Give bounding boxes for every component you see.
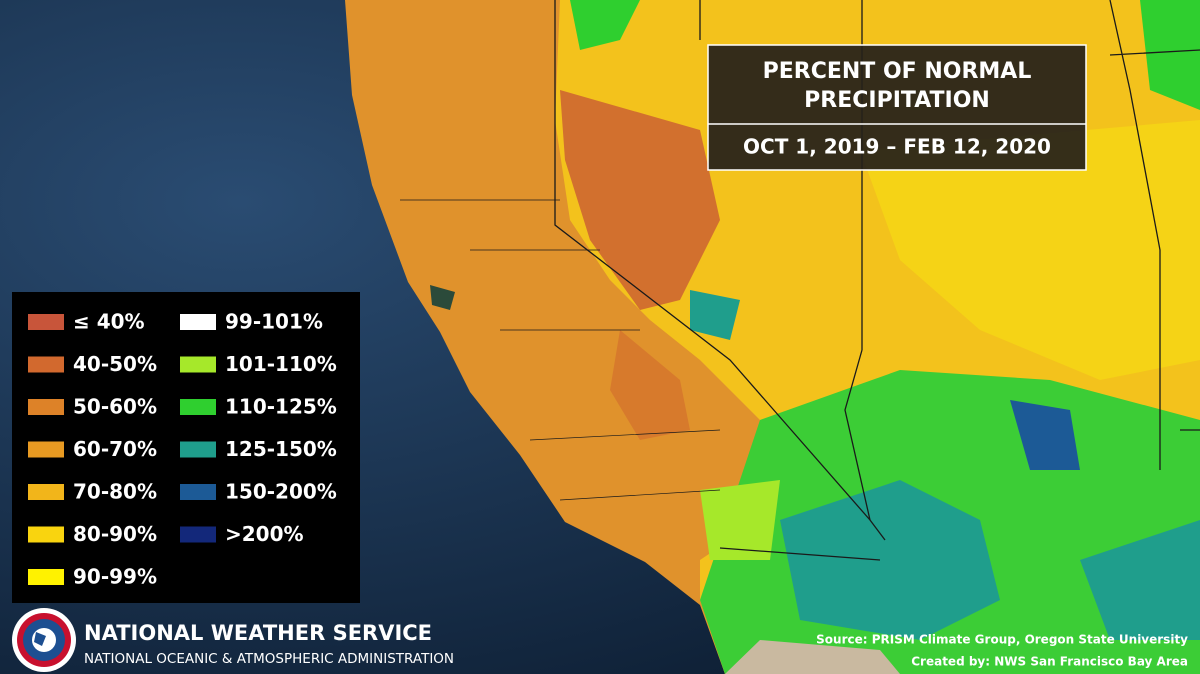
legend-label: 150-200%	[225, 480, 337, 504]
legend-label: 40-50%	[73, 352, 157, 376]
legend-swatch	[28, 314, 64, 330]
title-box: PERCENT OF NORMAL PRECIPITATION OCT 1, 2…	[707, 44, 1087, 171]
legend-label: >200%	[225, 522, 304, 546]
legend-label: 90-99%	[73, 565, 157, 589]
legend-swatch	[28, 569, 64, 585]
legend-swatch	[180, 484, 216, 500]
legend-label: 101-110%	[225, 352, 337, 376]
title-line: PERCENT OF NORMAL	[763, 59, 1032, 84]
legend-swatch	[28, 356, 64, 373]
legend-swatch	[28, 484, 64, 500]
legend-swatch	[180, 399, 216, 415]
legend-label: 125-150%	[225, 437, 337, 461]
legend-swatch	[180, 314, 216, 330]
legend-label: 110-125%	[225, 395, 337, 419]
legend-swatch	[28, 526, 64, 543]
parent-agency: NATIONAL OCEANIC & ATMOSPHERIC ADMINISTR…	[84, 651, 454, 667]
agency-name: NATIONAL WEATHER SERVICE	[84, 621, 432, 645]
credit: Created by: NWS San Francisco Bay Area	[911, 655, 1188, 669]
legend-label: 70-80%	[73, 480, 157, 504]
legend: ≤ 40% 40-50% 50-60% 60-70% 70-80% 80-90% 90-99…	[12, 292, 360, 603]
footer: NATIONAL WEATHER SERVICE NATIONAL OCEANI…	[12, 608, 1188, 672]
legend-label: 60-70%	[73, 437, 157, 461]
title-line: PRECIPITATION	[804, 88, 990, 113]
legend-label: 99-101%	[225, 310, 323, 334]
legend-label: 80-90%	[73, 522, 157, 546]
legend-swatch	[28, 399, 64, 415]
legend-label: 50-60%	[73, 395, 157, 419]
legend-swatch	[180, 356, 216, 373]
legend-swatch	[180, 526, 216, 543]
source: Source: PRISM Climate Group, Oregon Stat…	[816, 633, 1188, 647]
state-borders	[400, 0, 1200, 561]
legend-swatch	[28, 441, 64, 458]
legend-swatch	[180, 441, 216, 458]
title-period: OCT 1, 2019 – FEB 12, 2020	[743, 135, 1051, 159]
legend-label: ≤ 40%	[73, 310, 145, 334]
